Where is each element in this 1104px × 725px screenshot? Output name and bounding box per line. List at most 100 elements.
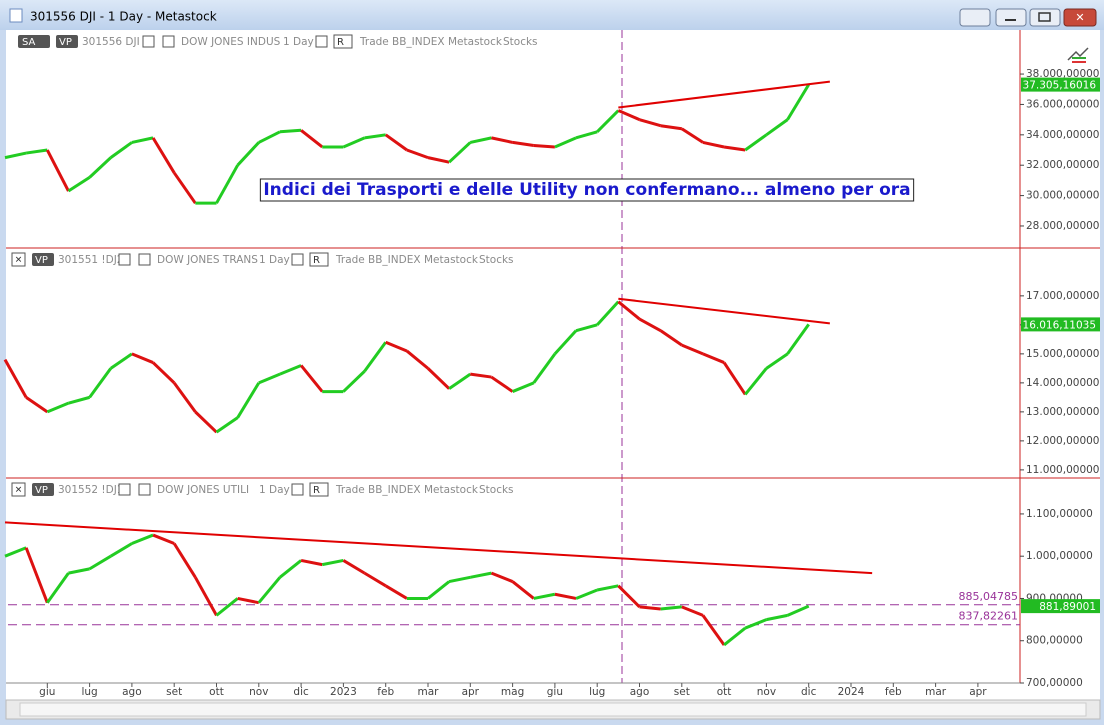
close-panel-box <box>11 252 26 267</box>
price-segment <box>553 329 578 355</box>
x-tick-label: set <box>674 686 690 698</box>
trend-line <box>4 521 873 575</box>
price-segment <box>596 109 620 133</box>
last-price-label: 16.016,11035 <box>1023 319 1096 331</box>
price-segment <box>490 571 514 583</box>
price-segment <box>723 145 746 152</box>
source: Trade <box>335 484 365 496</box>
price-segment <box>279 128 302 134</box>
last-price-label: 881,89001 <box>1039 601 1096 613</box>
y-tick-label: 32.000,00000 <box>1026 159 1099 171</box>
price-segment <box>88 156 112 179</box>
price-segment <box>258 130 281 144</box>
x-tick-label: giu <box>39 686 55 698</box>
price-segment <box>575 323 598 333</box>
minimize-button[interactable] <box>995 8 1027 27</box>
price-segment <box>152 533 175 545</box>
y-tick-label: 36.000,00000 <box>1026 98 1099 110</box>
indicator-box <box>162 35 175 48</box>
symbol-dropdown <box>118 253 131 266</box>
price-segment <box>300 129 324 149</box>
x-tick-label: dic <box>293 686 309 698</box>
price-segment <box>575 588 598 600</box>
x-tick-label: mar <box>925 686 947 698</box>
scroll-thumb[interactable] <box>19 702 1087 717</box>
price-segment <box>131 136 154 144</box>
price-segment <box>4 151 27 160</box>
x-tick-label: 2024 <box>838 686 865 698</box>
trend-icon[interactable] <box>1067 47 1089 63</box>
price-segment <box>68 567 90 575</box>
x-tick-label: ott <box>209 686 224 698</box>
x-tick-label: 2023 <box>330 686 357 698</box>
price-segment <box>702 352 725 364</box>
price-segment <box>680 127 704 144</box>
price-segment <box>786 604 810 617</box>
price-segment <box>215 597 239 617</box>
price-segment <box>512 381 535 393</box>
price-segment <box>88 554 112 571</box>
price-segment <box>342 370 366 393</box>
price-segment <box>258 372 281 385</box>
kind: Stocks <box>479 484 514 496</box>
x-tick-label: feb <box>885 686 902 698</box>
symbol-dropdown <box>142 35 155 48</box>
price-segment <box>215 164 239 204</box>
close-glyph: ✕ <box>1075 11 1084 24</box>
last-price-tag <box>1021 77 1100 92</box>
close-button[interactable] <box>1063 8 1097 27</box>
symbol-name: DOW JONES INDUS <box>181 36 281 48</box>
r-box <box>333 34 353 49</box>
maximize-button[interactable] <box>1029 8 1061 27</box>
study-badge <box>18 35 50 48</box>
close-panel-glyph: ✕ <box>15 486 23 496</box>
price-segment <box>299 364 324 393</box>
price-segment <box>702 140 725 149</box>
price-segment <box>427 580 451 600</box>
price-segment <box>384 133 408 152</box>
restore-layout-button[interactable] <box>959 8 991 27</box>
price-segment <box>786 83 810 121</box>
price-segment <box>617 109 641 122</box>
y-tick-label: 15.000,00000 <box>1026 348 1099 360</box>
price-segment <box>342 559 366 575</box>
period: 1 Day <box>283 36 314 48</box>
study-badge-label: SA <box>22 37 36 48</box>
price-segment <box>321 558 344 567</box>
y-tick-label: 1.100,00000 <box>1026 508 1093 520</box>
price-segment <box>786 323 810 355</box>
price-segment <box>279 364 302 376</box>
x-tick-label: dic <box>801 686 817 698</box>
y-tick-label: 12.000,00000 <box>1026 435 1099 447</box>
price-segment <box>25 396 49 414</box>
last-price-tag <box>1021 599 1100 614</box>
x-tick-label: ott <box>717 686 732 698</box>
x-tick-label: apr <box>969 686 987 698</box>
price-segment <box>427 156 450 164</box>
price-segment <box>617 584 641 608</box>
symbol-dropdown <box>118 483 131 496</box>
price-segment <box>596 584 619 592</box>
price-segment <box>533 592 556 600</box>
x-tick-label: ago <box>122 686 142 698</box>
level-label: 837,82261 <box>959 610 1019 623</box>
price-segment <box>194 576 218 617</box>
app-icon <box>9 8 23 23</box>
vp-badge <box>56 35 78 48</box>
y-tick-label: 30.000,00000 <box>1026 190 1099 202</box>
price-segment <box>194 410 218 434</box>
vp-label: VP <box>35 485 48 496</box>
price-segment <box>405 349 429 370</box>
price-segment <box>152 361 176 384</box>
window-buttons[interactable]: ✕ <box>959 8 1097 27</box>
x-tick-label: ago <box>630 686 650 698</box>
trend-line <box>618 297 830 325</box>
kind: Stocks <box>503 36 538 48</box>
price-segment <box>765 118 789 137</box>
price-segment <box>172 542 197 579</box>
price-segment <box>470 571 492 579</box>
close-panel-box <box>11 482 26 497</box>
price-segment <box>236 382 261 419</box>
price-segment <box>67 176 91 193</box>
